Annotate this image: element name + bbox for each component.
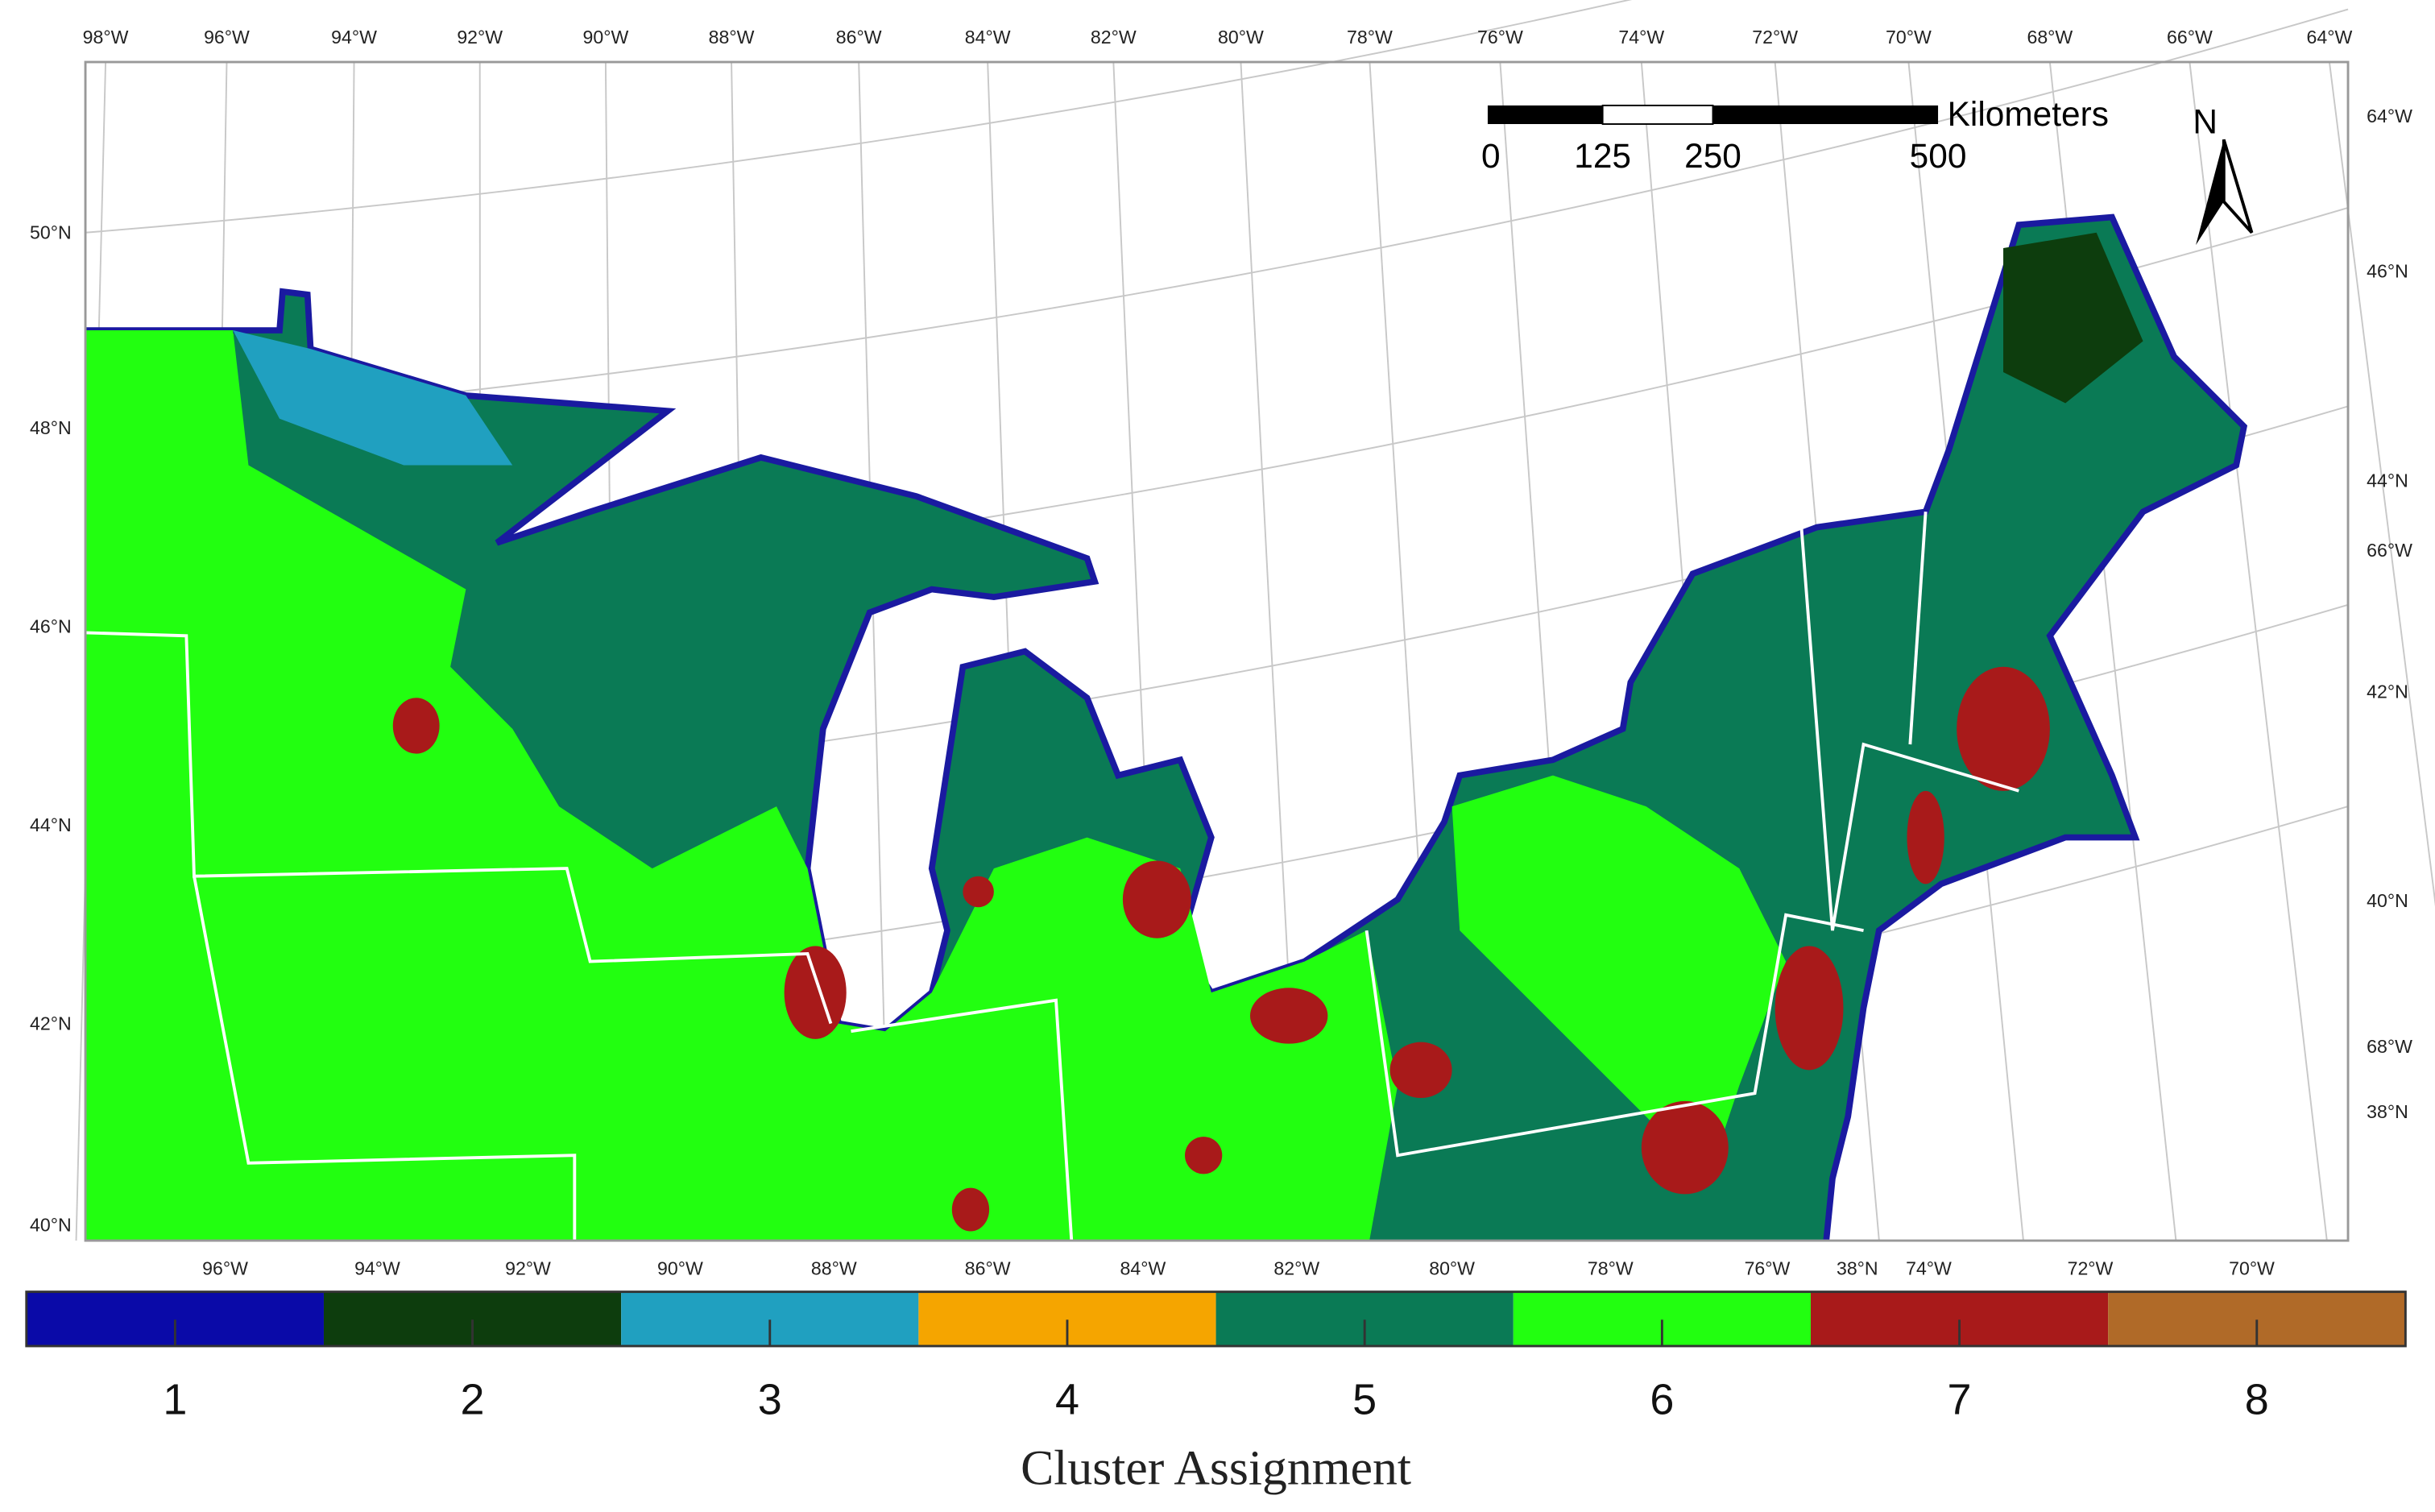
urban-areas bbox=[392, 666, 2050, 1232]
urban bbox=[1122, 860, 1191, 938]
scale-tick-label: 500 bbox=[1910, 137, 1967, 175]
scale-segment bbox=[1712, 105, 1939, 125]
urban bbox=[1185, 1137, 1223, 1174]
graticule-label: 70°W bbox=[1886, 27, 1932, 48]
graticule-label: 90°W bbox=[657, 1257, 703, 1278]
graticule-label: 48°N bbox=[30, 417, 72, 438]
graticule-label: 46°N bbox=[30, 615, 72, 636]
graticule-label: 72°W bbox=[2068, 1257, 2114, 1278]
urban bbox=[392, 698, 440, 754]
graticule-label: 86°W bbox=[965, 1257, 1011, 1278]
legend-label: 5 bbox=[1352, 1376, 1377, 1424]
north-label: N bbox=[2193, 103, 2218, 141]
land-cover bbox=[85, 213, 2248, 1241]
graticule-label: 84°W bbox=[965, 27, 1011, 48]
scale-unit: Kilometers bbox=[1948, 95, 2109, 133]
graticule-label: 92°W bbox=[505, 1257, 551, 1278]
boreal bbox=[2003, 232, 2143, 404]
scale-tick-label: 250 bbox=[1684, 137, 1741, 175]
legend-label: 3 bbox=[758, 1376, 782, 1424]
urban bbox=[1249, 988, 1328, 1044]
graticule-label: 64°W bbox=[2306, 27, 2352, 48]
graticule-label: 44°N bbox=[2367, 470, 2408, 491]
graticule-label: 98°W bbox=[83, 27, 129, 48]
graticule-label: 82°W bbox=[1091, 27, 1137, 48]
graticule-label: 94°W bbox=[354, 1257, 400, 1278]
scale-tick-label: 125 bbox=[1574, 137, 1631, 175]
state-borders bbox=[85, 631, 833, 1025]
state-borders bbox=[851, 998, 1074, 1241]
northwoods bbox=[233, 330, 513, 466]
graticule-label: 38°N bbox=[1837, 1257, 1878, 1278]
graticule-label: 40°N bbox=[30, 1215, 72, 1236]
legend-label: 1 bbox=[163, 1376, 187, 1424]
urban bbox=[1389, 1042, 1452, 1098]
graticule-label: 42°N bbox=[2367, 681, 2408, 702]
graticule-label: 74°W bbox=[1618, 27, 1664, 48]
graticule-label: 70°W bbox=[2229, 1257, 2275, 1278]
legend-label: 8 bbox=[2245, 1376, 2269, 1424]
graticule-label: 80°W bbox=[1429, 1257, 1475, 1278]
graticule-label: 96°W bbox=[202, 1257, 248, 1278]
scale-tick-label: 0 bbox=[1481, 137, 1501, 175]
scale-segment bbox=[1601, 104, 1714, 125]
graticule-label: 82°W bbox=[1273, 1257, 1319, 1278]
urban bbox=[963, 876, 994, 908]
graticule-label: 66°W bbox=[2167, 27, 2213, 48]
graticule-label: 94°W bbox=[331, 27, 377, 48]
meridian bbox=[2189, 61, 2328, 1241]
graticule-label: 78°W bbox=[1347, 27, 1393, 48]
graticule-label: 76°W bbox=[1745, 1257, 1791, 1278]
graticule-label: 96°W bbox=[204, 27, 250, 48]
state-borders bbox=[193, 876, 577, 1241]
graticule-label: 76°W bbox=[1477, 27, 1523, 48]
graticule-label: 64°W bbox=[2367, 106, 2412, 126]
graticule-label: 90°W bbox=[582, 27, 628, 48]
urban bbox=[784, 946, 847, 1039]
cropland-east bbox=[1451, 775, 1787, 1179]
graticule-label: 38°N bbox=[2367, 1101, 2408, 1122]
graticule-label: 42°N bbox=[30, 1013, 72, 1034]
graticule-label: 66°W bbox=[2367, 540, 2412, 561]
urban bbox=[1774, 946, 1844, 1071]
legend-border bbox=[25, 1290, 2407, 1348]
graticule-label: 92°W bbox=[457, 27, 503, 48]
graticule-label: 88°W bbox=[709, 27, 755, 48]
graticule-label: 88°W bbox=[811, 1257, 857, 1278]
urban bbox=[1907, 790, 1944, 884]
urban bbox=[951, 1187, 990, 1232]
legend-title: Cluster Assignment bbox=[1021, 1440, 1411, 1495]
legend-label: 7 bbox=[1948, 1376, 1972, 1424]
graticule-label: 78°W bbox=[1588, 1257, 1634, 1278]
graticule-label: 46°N bbox=[2367, 261, 2408, 282]
state-borders bbox=[1799, 527, 2019, 931]
graticule-label: 50°N bbox=[30, 222, 72, 242]
cropland-west bbox=[85, 330, 1398, 1241]
urban bbox=[1957, 666, 2050, 791]
map-frame bbox=[84, 60, 2350, 1242]
graticule-label: 68°W bbox=[2027, 27, 2073, 48]
graticule-label: 44°N bbox=[30, 814, 72, 835]
scale-segment bbox=[1487, 105, 1603, 125]
meridian bbox=[2328, 61, 2435, 907]
parallel bbox=[85, 0, 1633, 234]
legend: 1 2 3 4 5 6 7 8 bbox=[25, 1290, 2407, 1424]
graticule-label: 86°W bbox=[836, 27, 882, 48]
graticule-label: 80°W bbox=[1218, 27, 1264, 48]
graticule-label: 68°W bbox=[2367, 1036, 2412, 1057]
legend-label: 4 bbox=[1055, 1376, 1079, 1424]
graticule-label: 74°W bbox=[1906, 1257, 1952, 1278]
graticule-label: 40°N bbox=[2367, 890, 2408, 911]
urban bbox=[1641, 1100, 1729, 1195]
graticule-label: 72°W bbox=[1752, 27, 1798, 48]
graticule-label: 84°W bbox=[1120, 1257, 1166, 1278]
legend-label: 2 bbox=[461, 1376, 485, 1424]
state-borders bbox=[1908, 512, 1928, 745]
scale-bar bbox=[1487, 104, 1939, 125]
legend-label: 6 bbox=[1650, 1376, 1674, 1424]
state-borders bbox=[1365, 913, 1864, 1158]
